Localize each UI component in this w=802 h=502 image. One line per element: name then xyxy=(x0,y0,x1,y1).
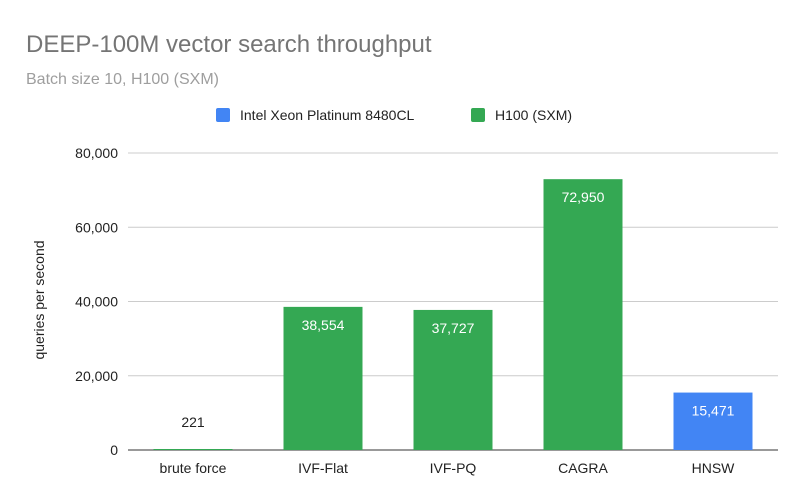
data-label-cagra: 72,950 xyxy=(562,189,605,205)
x-tick-label: IVF-Flat xyxy=(298,460,348,476)
legend-label-h100: H100 (SXM) xyxy=(495,107,572,123)
x-tick-label: CAGRA xyxy=(558,460,608,476)
legend: Intel Xeon Platinum 8480CL H100 (SXM) xyxy=(216,107,572,123)
x-tick-label: IVF-PQ xyxy=(430,460,477,476)
bar-hnsw xyxy=(673,392,753,450)
data-label-ivf-flat: 38,554 xyxy=(302,317,345,333)
y-axis-title: queries per second xyxy=(31,240,47,359)
y-tick-label: 40,000 xyxy=(75,294,118,310)
legend-swatch-xeon xyxy=(216,108,230,122)
y-tick-label: 80,000 xyxy=(75,145,118,161)
data-label-ivf-pq: 37,727 xyxy=(432,320,475,336)
x-tick-label: HNSW xyxy=(692,460,736,476)
bars xyxy=(153,179,753,450)
bar-ivf-pq xyxy=(413,309,493,450)
bar-cagra xyxy=(543,179,623,450)
chart-subtitle: Batch size 10, H100 (SXM) xyxy=(26,71,219,88)
gridlines xyxy=(128,152,778,451)
data-label-brute-force: 221 xyxy=(181,414,205,430)
x-tick-label: brute force xyxy=(160,460,227,476)
x-tick-labels: brute force IVF-Flat IVF-PQ CAGRA HNSW xyxy=(160,460,736,476)
bar-ivf-flat xyxy=(283,306,363,450)
y-tick-label: 60,000 xyxy=(75,219,118,235)
chart-title: DEEP-100M vector search throughput xyxy=(26,31,432,58)
data-label-hnsw: 15,471 xyxy=(692,403,735,419)
y-tick-label: 0 xyxy=(110,442,118,458)
legend-label-xeon: Intel Xeon Platinum 8480CL xyxy=(240,107,415,123)
bar-brute-force xyxy=(153,449,233,450)
legend-swatch-h100 xyxy=(471,108,485,122)
data-labels: 221 38,554 37,727 72,950 15,471 xyxy=(181,189,734,430)
y-tick-label: 20,000 xyxy=(75,368,118,384)
y-tick-labels: 0 20,000 40,000 60,000 80,000 xyxy=(75,145,118,458)
